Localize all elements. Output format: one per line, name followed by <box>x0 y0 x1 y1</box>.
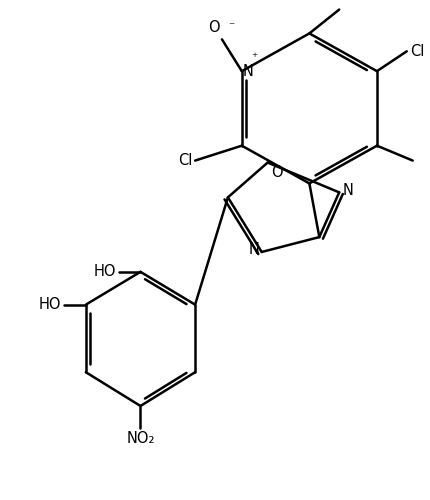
Text: N: N <box>249 242 260 258</box>
Text: O: O <box>209 20 220 36</box>
Text: N: N <box>243 64 254 78</box>
Text: O: O <box>270 164 282 180</box>
Text: Cl: Cl <box>410 44 424 59</box>
Text: HO: HO <box>93 264 116 280</box>
Text: Cl: Cl <box>178 153 192 168</box>
Text: ⁺: ⁺ <box>252 51 258 64</box>
Text: HO: HO <box>39 297 61 312</box>
Text: ⁻: ⁻ <box>228 20 234 34</box>
Text: N: N <box>342 183 353 198</box>
Text: NO₂: NO₂ <box>126 431 155 446</box>
